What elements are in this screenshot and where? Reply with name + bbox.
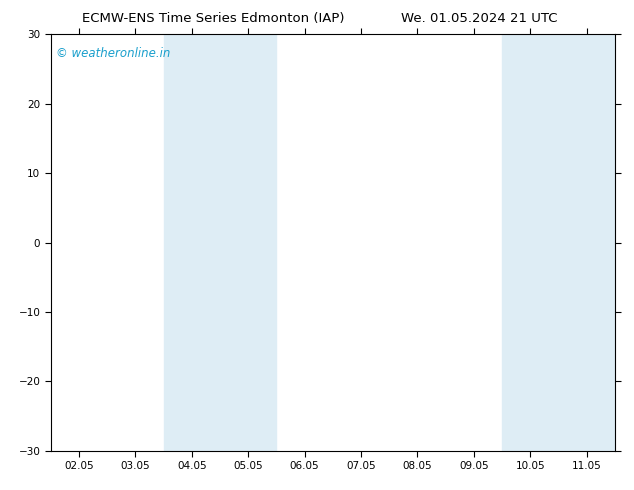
Text: ECMW-ENS Time Series Edmonton (IAP): ECMW-ENS Time Series Edmonton (IAP) (82, 12, 345, 25)
Text: We. 01.05.2024 21 UTC: We. 01.05.2024 21 UTC (401, 12, 558, 25)
Text: © weatheronline.in: © weatheronline.in (56, 47, 171, 60)
Bar (164, 34, 276, 451)
Bar (502, 34, 615, 451)
